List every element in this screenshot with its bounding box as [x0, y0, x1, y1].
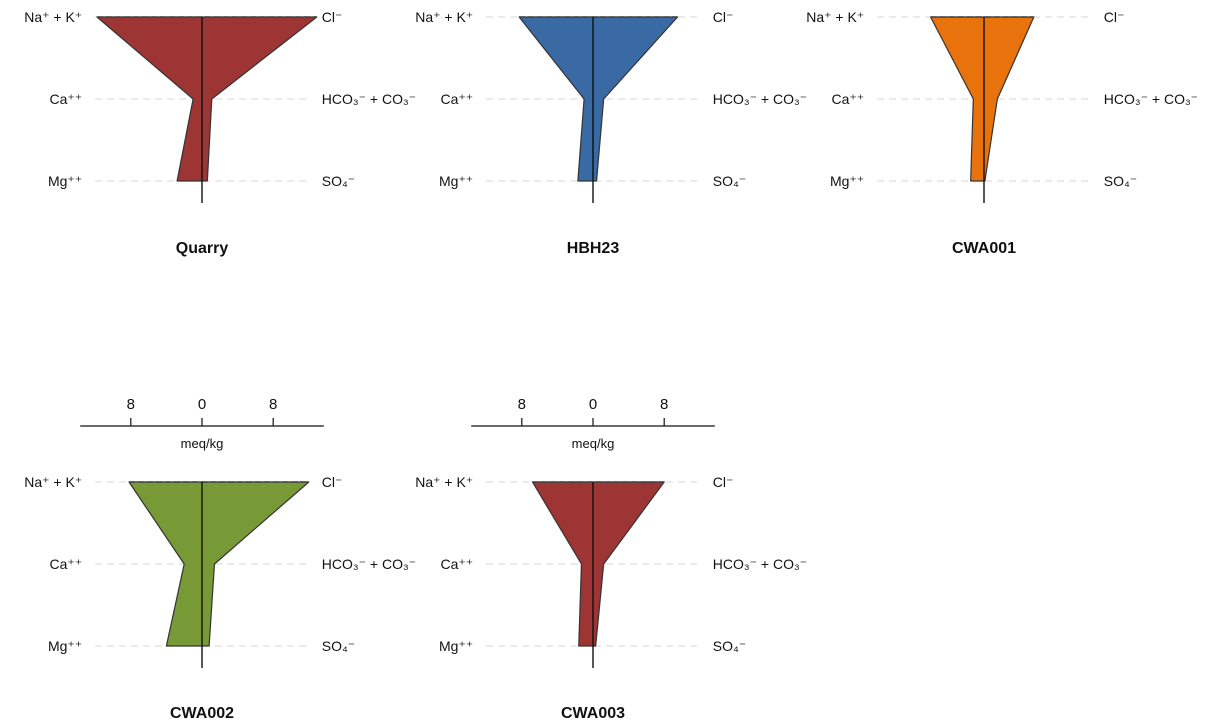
cation-label: Mg⁺⁺ [830, 173, 864, 189]
panel-title: CWA001 [952, 240, 1016, 257]
axis-unit-label: meq/kg [572, 436, 615, 451]
anion-label: SO₄⁻ [713, 173, 746, 189]
panel-title: Quarry [176, 240, 229, 257]
scale-tick-label: 8 [269, 396, 277, 413]
scale-tick-label: 8 [660, 396, 668, 413]
anion-label: Cl⁻ [713, 474, 734, 490]
stiff-panel-2: Na⁺ + K⁺ Ca⁺⁺ Mg⁺⁺ Cl⁻ HCO₃⁻ + CO₃⁻ SO₄⁻ CWA00… [806, 9, 1198, 257]
anion-label: Cl⁻ [1104, 9, 1125, 25]
cation-label: Na⁺ + K⁺ [806, 9, 864, 25]
scale-tick-label: 0 [589, 396, 597, 413]
anion-label: SO₄⁻ [322, 173, 355, 189]
scale-tick-label: 8 [518, 396, 526, 413]
anion-label: HCO₃⁻ + CO₃⁻ [713, 91, 807, 107]
stiff-panel-3: Na⁺ + K⁺ Ca⁺⁺ Mg⁺⁺ Cl⁻ HCO₃⁻ + CO₃⁻ SO₄⁻ CWA00… [24, 396, 416, 722]
stiff-panel-0: Na⁺ + K⁺ Ca⁺⁺ Mg⁺⁺ Cl⁻ HCO₃⁻ + CO₃⁻ SO₄⁻ Quarr… [24, 9, 416, 257]
cation-label: Ca⁺⁺ [441, 91, 474, 107]
cation-label: Ca⁺⁺ [832, 91, 865, 107]
stiff-panel-1: Na⁺ + K⁺ Ca⁺⁺ Mg⁺⁺ Cl⁻ HCO₃⁻ + CO₃⁻ SO₄⁻ HBH23 [415, 9, 807, 257]
cation-label: Mg⁺⁺ [439, 173, 473, 189]
cation-label: Ca⁺⁺ [441, 556, 474, 572]
cation-label: Mg⁺⁺ [48, 173, 82, 189]
cation-label: Na⁺ + K⁺ [415, 474, 473, 490]
anion-label: HCO₃⁻ + CO₃⁻ [713, 556, 807, 572]
cation-label: Na⁺ + K⁺ [415, 9, 473, 25]
anion-label: SO₄⁻ [713, 638, 746, 654]
anion-label: HCO₃⁻ + CO₃⁻ [1104, 91, 1198, 107]
anion-label: Cl⁻ [713, 9, 734, 25]
stiff-polygon [96, 16, 318, 182]
panel-title: CWA003 [561, 705, 625, 722]
cation-label: Mg⁺⁺ [48, 638, 82, 654]
panel-title: HBH23 [567, 240, 620, 257]
stiff-polygon [518, 16, 679, 182]
anion-label: HCO₃⁻ + CO₃⁻ [322, 556, 416, 572]
scale-tick-label: 0 [198, 396, 206, 413]
cation-label: Mg⁺⁺ [439, 638, 473, 654]
cation-label: Ca⁺⁺ [50, 91, 83, 107]
stiff-polygon [929, 16, 1035, 182]
panel-title: CWA002 [170, 705, 234, 722]
anion-label: Cl⁻ [322, 9, 343, 25]
axis-unit-label: meq/kg [181, 436, 224, 451]
cation-label: Na⁺ + K⁺ [24, 9, 82, 25]
anion-label: HCO₃⁻ + CO₃⁻ [322, 91, 416, 107]
anion-label: Cl⁻ [322, 474, 343, 490]
scale-tick-label: 8 [127, 396, 135, 413]
cation-label: Ca⁺⁺ [50, 556, 83, 572]
stiff-panel-4: Na⁺ + K⁺ Ca⁺⁺ Mg⁺⁺ Cl⁻ HCO₃⁻ + CO₃⁻ SO₄⁻ CWA00… [415, 396, 807, 722]
cation-label: Na⁺ + K⁺ [24, 474, 82, 490]
anion-label: SO₄⁻ [1104, 173, 1137, 189]
anion-label: SO₄⁻ [322, 638, 355, 654]
